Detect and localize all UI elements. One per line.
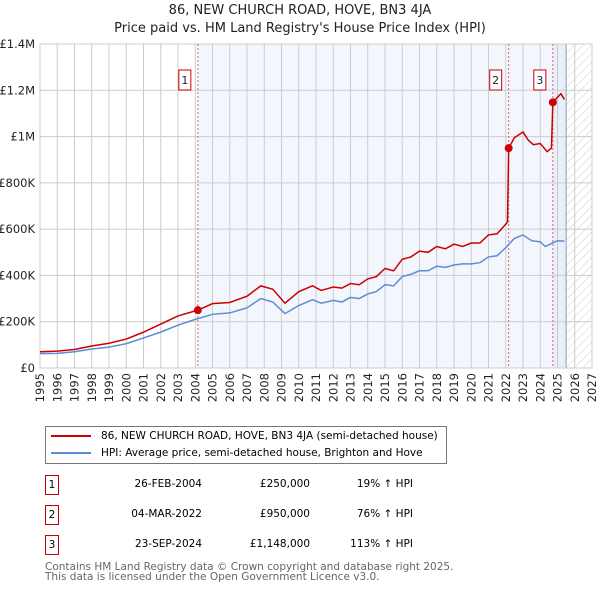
footer-line-1: Contains HM Land Registry data © Crown c… (45, 561, 454, 573)
sale-price: £250,000 (259, 478, 310, 490)
x-tick-label: 2017 (413, 373, 427, 402)
sale-label: 1 (181, 74, 188, 87)
sale-row: 3 23-SEP-2024 £1,148,000 113% ↑ HPI (45, 535, 445, 555)
x-tick-label: 2020 (464, 373, 478, 402)
sale-row: 2 04-MAR-2022 £950,000 76% ↑ HPI (45, 505, 445, 525)
x-tick-label: 2009 (275, 373, 289, 402)
sale-label-box (533, 69, 547, 91)
x-tick-label: 2016 (395, 373, 409, 402)
x-tick-label: 2000 (119, 373, 133, 402)
sale-point (548, 98, 557, 107)
x-tick-label: 2001 (137, 373, 151, 402)
property-price-line (39, 92, 566, 353)
chart-title: 86, NEW CHURCH ROAD, HOVE, BN3 4JA (168, 3, 432, 18)
shaded-region (552, 44, 567, 368)
sale-row: 1 26-FEB-2004 £250,000 19% ↑ HPI (45, 475, 445, 495)
hpi-line (39, 234, 565, 355)
legend-label: 86, NEW CHURCH ROAD, HOVE, BN3 4JA (semi… (101, 430, 438, 442)
x-tick-label: 2024 (533, 373, 547, 402)
y-tick-label: £1.4M (0, 37, 35, 51)
y-tick-label: £600K (0, 222, 35, 236)
sale-marker: 3 (45, 535, 59, 555)
footer-line-2: This data is licensed under the Open Gov… (45, 571, 380, 583)
sale-hpi-change: 113% ↑ HPI (350, 538, 413, 550)
y-tick-label: £400K (0, 268, 35, 282)
shaded-region (197, 44, 553, 368)
sale-label: 3 (536, 74, 543, 87)
x-tick-label: 2008 (257, 373, 271, 402)
x-tick-label: 2010 (292, 373, 306, 402)
x-tick-label: 2025 (551, 373, 565, 402)
x-tick-label: 2013 (344, 373, 358, 402)
legend-item-property: 86, NEW CHURCH ROAD, HOVE, BN3 4JA (semi… (51, 430, 438, 442)
sale-label-box (489, 69, 503, 91)
chart-subtitle: Price paid vs. HM Land Registry's House … (114, 21, 486, 36)
sale-price: £1,148,000 (249, 538, 310, 550)
x-tick-label: 1996 (50, 373, 64, 402)
x-tick-label: 2021 (482, 373, 496, 402)
legend: 86, NEW CHURCH ROAD, HOVE, BN3 4JA (semi… (45, 426, 447, 464)
sale-point (193, 306, 202, 315)
x-tick-label: 2007 (240, 373, 254, 402)
forecast-hatch (566, 44, 592, 368)
sale-price: £950,000 (259, 508, 310, 520)
y-tick-label: £1.2M (0, 83, 35, 97)
x-tick-label: 1995 (33, 373, 47, 402)
sale-marker: 1 (45, 475, 59, 495)
x-tick-label: 2023 (516, 373, 530, 402)
sale-hpi-change: 19% ↑ HPI (356, 478, 413, 490)
y-tick-label: £200K (0, 315, 35, 329)
legend-swatch (51, 452, 91, 454)
sale-date: 04-MAR-2022 (131, 508, 202, 520)
x-tick-label: 2015 (378, 373, 392, 402)
legend-swatch (51, 435, 91, 437)
y-tick-label: £1M (10, 130, 35, 144)
y-tick-label: £800K (0, 176, 35, 190)
x-tick-label: 2022 (499, 373, 513, 402)
x-tick-label: 2026 (568, 373, 582, 402)
x-tick-label: 2003 (171, 373, 185, 402)
x-tick-label: 2006 (223, 373, 237, 402)
y-tick-label: £0 (20, 361, 35, 375)
sale-hpi-change: 76% ↑ HPI (356, 508, 413, 520)
x-tick-label: 2012 (326, 373, 340, 402)
legend-item-hpi: HPI: Average price, semi-detached house,… (51, 447, 423, 459)
plot-area: 1995 1996 1997 1998 1999 2000 2001 2002 2003 2004… (0, 37, 599, 402)
x-tick-label: 2005 (206, 373, 220, 402)
x-tick-label: 1999 (102, 373, 116, 402)
x-tick-label: 2004 (188, 373, 202, 402)
x-tick-label: 2011 (309, 373, 323, 402)
legend-label: HPI: Average price, semi-detached house,… (101, 447, 423, 459)
x-tick-label: 2027 (585, 373, 599, 402)
x-tick-label: 2018 (430, 373, 444, 402)
sale-marker: 2 (45, 505, 59, 525)
x-tick-label: 2014 (361, 373, 375, 402)
sale-date: 26-FEB-2004 (134, 478, 202, 490)
sale-label-box (178, 69, 192, 91)
x-tick-label: 2019 (447, 373, 461, 402)
sale-label: 2 (492, 74, 499, 87)
x-tick-label: 1997 (68, 373, 82, 402)
sale-point (504, 144, 513, 153)
x-tick-label: 2002 (154, 373, 168, 402)
sale-date: 23-SEP-2024 (134, 538, 202, 550)
x-tick-label: 1998 (85, 373, 99, 402)
plot-border (39, 43, 593, 369)
